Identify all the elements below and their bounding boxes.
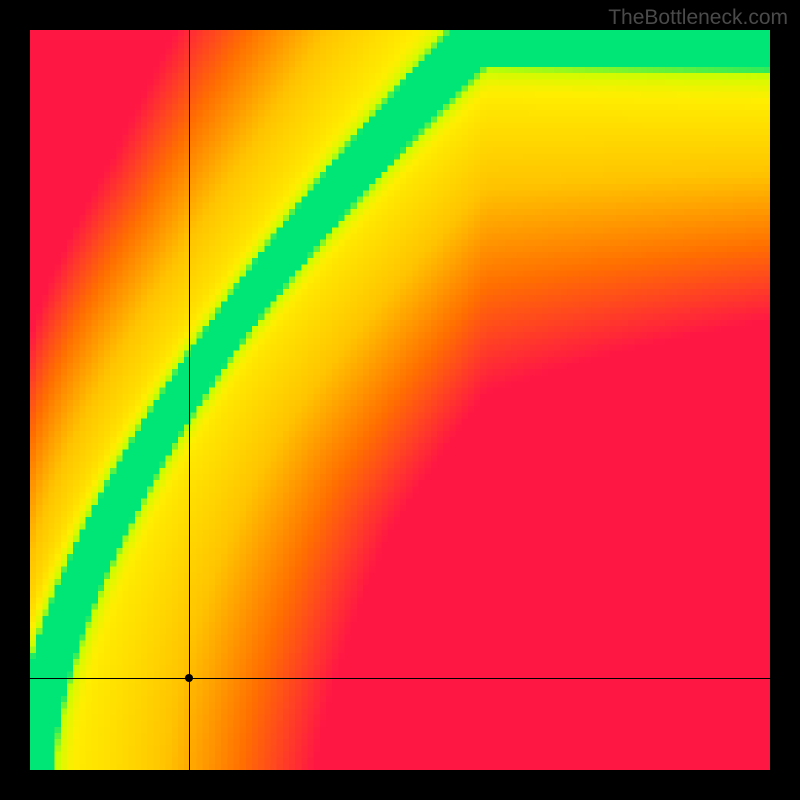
bottleneck-heatmap [30,30,770,770]
crosshair-marker [185,674,193,682]
crosshair-vertical [189,30,190,770]
watermark-text: TheBottleneck.com [608,6,788,30]
crosshair-horizontal [30,678,770,679]
plot-area [30,30,770,770]
